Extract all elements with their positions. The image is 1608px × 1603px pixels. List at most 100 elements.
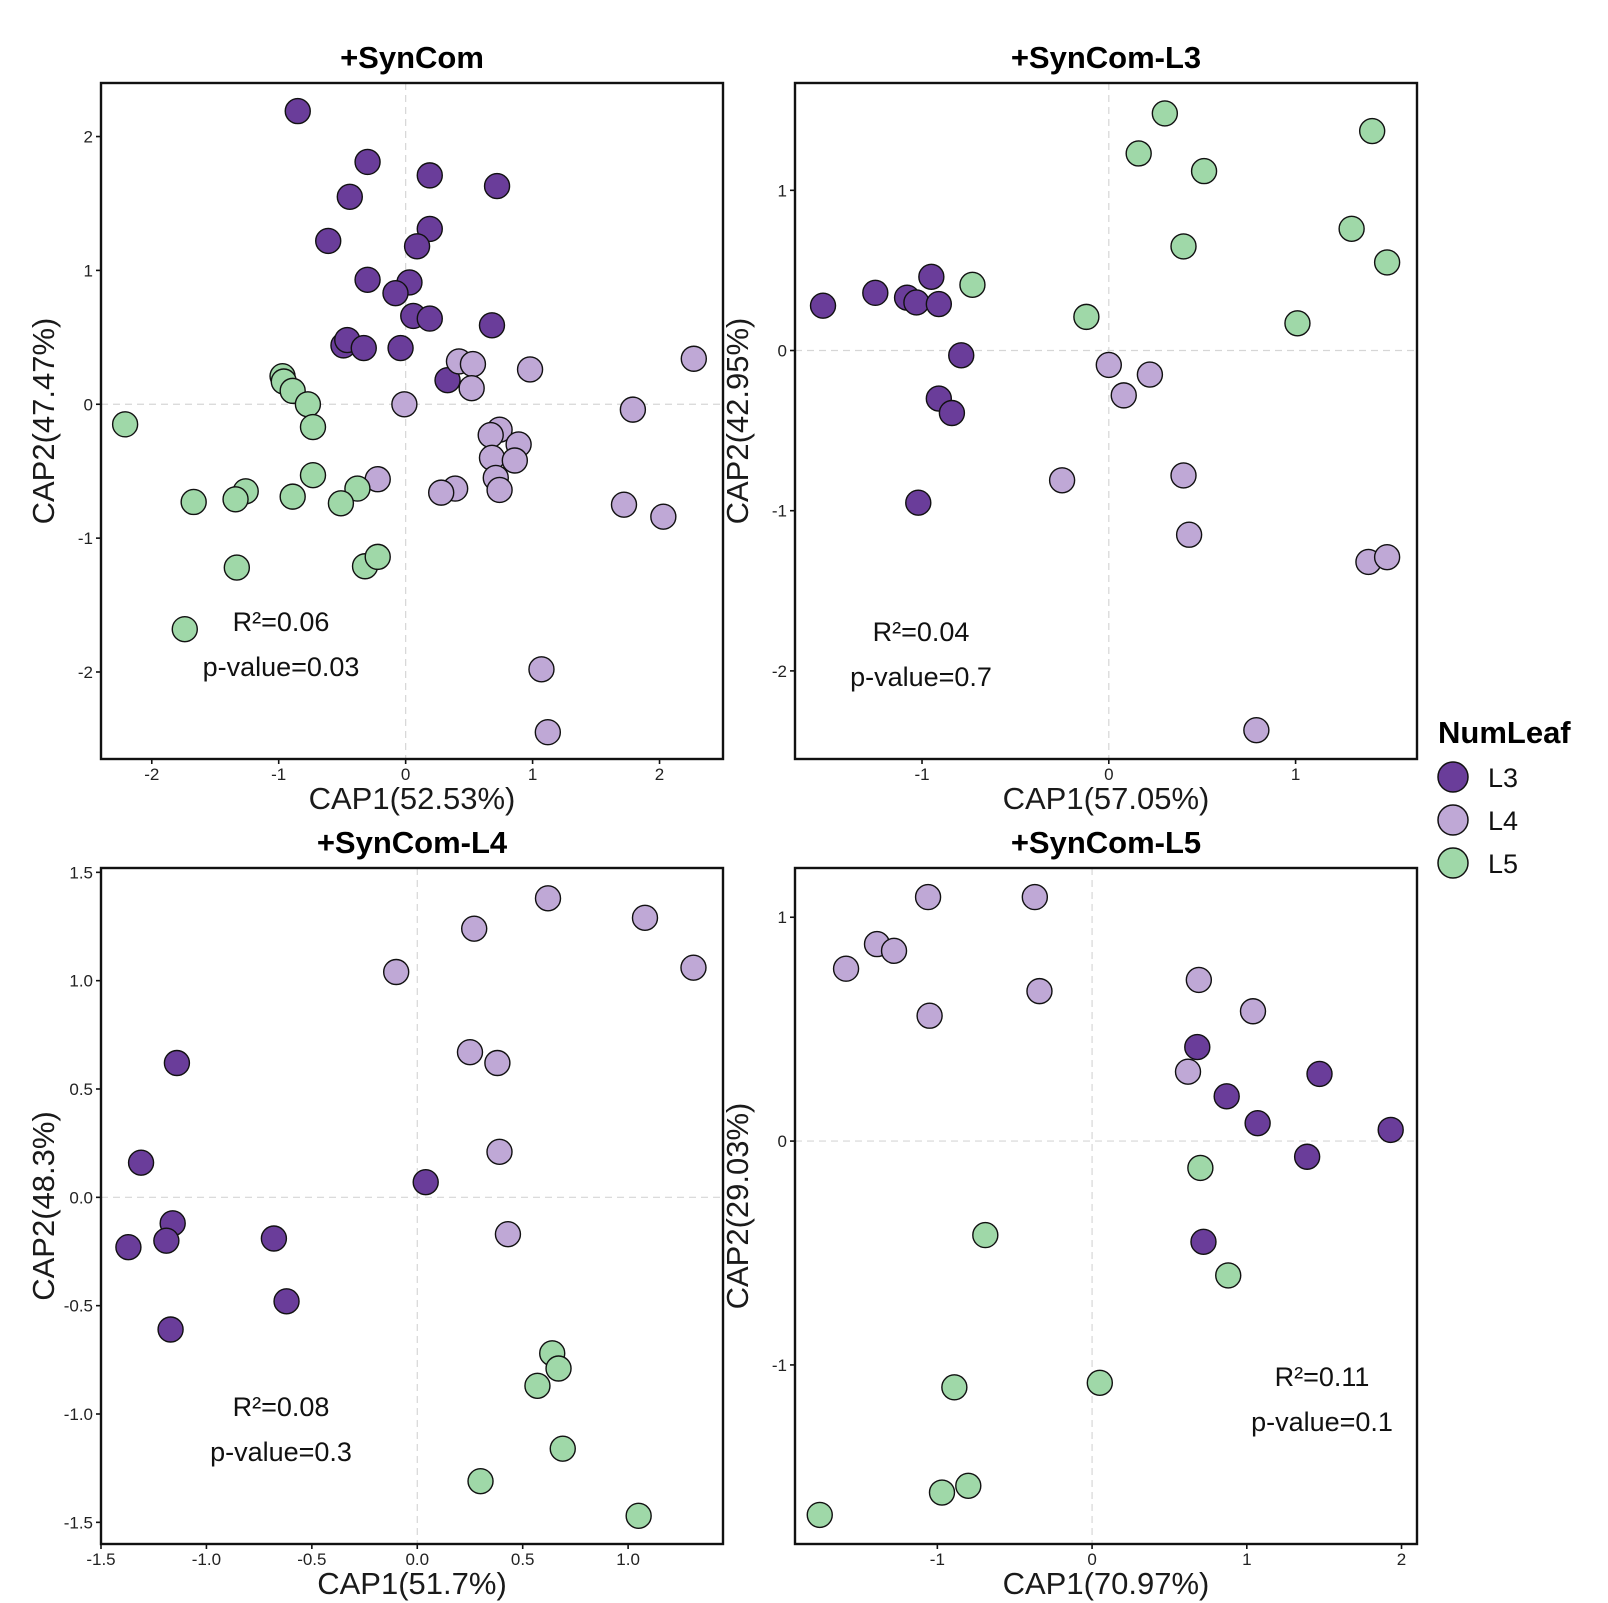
- panel-1-title: +SynCom: [340, 40, 484, 75]
- panel-4-point-l5-2: [972, 1221, 999, 1249]
- panel-4-point-l4-7: [916, 1002, 943, 1029]
- panel-2-point-l4-6: [1175, 521, 1203, 548]
- panel-3-point-l3-7: [273, 1288, 300, 1315]
- panel-3-point-l4-4: [680, 954, 707, 981]
- panel-3-xtick-label-1-5: -1.5: [86, 1550, 115, 1569]
- panel-4-point-l4-8: [1185, 966, 1213, 994]
- panel-1-point-l5-9: [327, 490, 355, 517]
- panel-1-point-l4-3: [516, 356, 544, 383]
- panel-1-point-l4-12: [619, 396, 647, 423]
- panel-4-point-l5-8: [806, 1501, 833, 1529]
- panel-4-ytick-label-1: 1: [778, 908, 787, 927]
- panel-1-r2-annotation: R²=0.06: [233, 607, 330, 637]
- panel-2-point-l4-3: [1110, 382, 1137, 409]
- panel-2-r2-annotation: R²=0.04: [873, 617, 970, 647]
- panel-3-ytick-label-0-5: 0.5: [69, 1080, 93, 1099]
- panel-2-point-l3-7: [948, 342, 975, 369]
- panel-1-point-l5-4: [294, 391, 322, 418]
- panel-2-point-l3-5: [918, 263, 945, 291]
- panel-4-point-l3-4: [1306, 1060, 1333, 1088]
- panel-1: +SynCom -2 -1 0 1 2 -2 -1 0 1 2 CAP1(52.53%) CAP2(47…: [26, 40, 725, 816]
- panel-1-point-l5-14: [223, 554, 251, 581]
- panel-3-ytick-label-1-5: 1.5: [69, 863, 93, 882]
- panel-3-xtick-label-0-0: 0.0: [405, 1550, 429, 1569]
- panel-4-point-l5-3: [1215, 1262, 1242, 1289]
- panel-2-pvalue-annotation: p-value=0.7: [850, 662, 992, 692]
- panel-4-ylabel: CAP2(29.03%): [720, 1103, 755, 1310]
- panel-1-ytick-label-1: -1: [78, 529, 93, 548]
- panel-3-point-l3-5: [115, 1233, 142, 1261]
- legend-title: NumLeaf: [1438, 715, 1571, 750]
- panel-3-point-l4-1: [534, 885, 562, 912]
- panel-3-point-l3-6: [260, 1225, 288, 1252]
- panel-4-point-l3-6: [1293, 1143, 1321, 1170]
- panel-1-point-l4-4: [680, 345, 708, 372]
- panel-1-point-l3-7: [315, 227, 342, 255]
- panel-1-point-l5-13: [180, 488, 207, 516]
- panel-1-ytick-label-2: 2: [84, 128, 93, 147]
- panel-2-ylabel: CAP2(42.95%): [720, 318, 755, 525]
- panel-3-point-l5-4: [549, 1435, 576, 1462]
- panel-4-title: +SynCom-L5: [1011, 825, 1201, 860]
- panel-2-frame: [793, 81, 1419, 761]
- panel-4-xtick-label-2: 2: [1397, 1550, 1406, 1569]
- panel-2-point-l4-5: [1170, 462, 1197, 489]
- panel-2-point-l5-2: [1125, 140, 1152, 167]
- panel-1-point-l3-17: [350, 334, 377, 362]
- panel-3-r2-annotation: R²=0.08: [233, 1392, 330, 1422]
- panel-2-point-l4-4: [1048, 467, 1076, 494]
- panel-2-point-l4-1: [1095, 351, 1123, 379]
- panel-2-point-l5-10: [1284, 310, 1311, 337]
- panel-1-frame: [99, 81, 725, 761]
- panel-3-point-l4-2: [461, 915, 488, 942]
- panel-3-ytick-label-0-0: 0.0: [69, 1188, 93, 1207]
- panel-4: +SynCom-L5 -1 0 1 2 -1 0 1 CAP1(70.97%) CAP2(29.0…: [720, 825, 1419, 1601]
- panel-3-pvalue-annotation: p-value=0.3: [210, 1437, 352, 1467]
- panel-2-point-l3-4: [903, 289, 930, 316]
- panel-2-point-l3-9: [938, 399, 966, 427]
- panel-1-point-l5-17: [171, 615, 198, 643]
- panel-2-ytick-label-0: 0: [778, 342, 787, 361]
- panel-1-point-l3-11: [382, 279, 409, 307]
- panel-3-point-l3-1: [163, 1049, 191, 1077]
- panel-2-xlabel: CAP1(57.05%): [1003, 781, 1210, 816]
- panel-2-point-l5-5: [1338, 215, 1365, 242]
- panel-4-point-l3-2: [1213, 1083, 1240, 1110]
- panel-3-ytick-label-1-0: 1.0: [69, 972, 93, 991]
- panel-1-point-l5-12: [222, 486, 249, 513]
- panel-4-xtick-label-0: 0: [1087, 1550, 1096, 1569]
- panel-2-ytick-label-2: -2: [772, 662, 787, 681]
- panel-3-point-l4-6: [456, 1038, 484, 1066]
- panel-4-point-l5-5: [1086, 1369, 1114, 1397]
- panel-4-point-l5-4: [941, 1374, 968, 1401]
- panel-4-r2-annotation: R²=0.11: [1275, 1362, 1370, 1392]
- panel-2-point-l3-10: [905, 489, 932, 516]
- panel-4-point-l4-10: [1174, 1058, 1202, 1085]
- panel-3-frame: [99, 866, 725, 1546]
- panel-3-xtick-label-1-0: 1.0: [616, 1550, 640, 1569]
- panel-4-frame: [793, 866, 1419, 1546]
- panel-4-pvalue-annotation: p-value=0.1: [1251, 1407, 1393, 1437]
- panel-3-point-l3-4: [153, 1227, 180, 1254]
- panel-1-point-l3-2: [354, 148, 381, 176]
- panel-2-point-l5-8: [959, 271, 986, 299]
- panel-1-xtick-label-2: 2: [655, 765, 664, 784]
- panel-1-point-l3-3: [416, 162, 443, 189]
- panel-3-xtick-label-0-5: 0.5: [511, 1550, 535, 1569]
- panel-3-ytick-label-1-5: -1.5: [64, 1513, 93, 1532]
- panel-2-xtick-label-0: 0: [1104, 765, 1113, 784]
- panel-3-point-l5-2: [545, 1355, 572, 1382]
- panel-1-ytick-label-1: 1: [84, 261, 93, 280]
- panel-2-point-l3-6: [925, 290, 953, 318]
- panel-1-point-l3-5: [483, 172, 511, 200]
- panel-4-point-l3-7: [1190, 1228, 1217, 1256]
- panel-4-point-l4-5: [832, 955, 860, 982]
- panel-1-point-l5-7: [299, 462, 327, 489]
- panel-1-point-l5-8: [344, 475, 371, 502]
- panel-2-point-l5-4: [1358, 117, 1386, 145]
- panel-3-ylabel: CAP2(48.3%): [26, 1111, 61, 1301]
- panel-2-point-l5-9: [1073, 303, 1100, 331]
- panel-1-xtick-label-0: 0: [401, 765, 410, 784]
- panel-3-xtick-label-0-5: -0.5: [297, 1550, 326, 1569]
- legend-swatch-l5: [1437, 847, 1469, 879]
